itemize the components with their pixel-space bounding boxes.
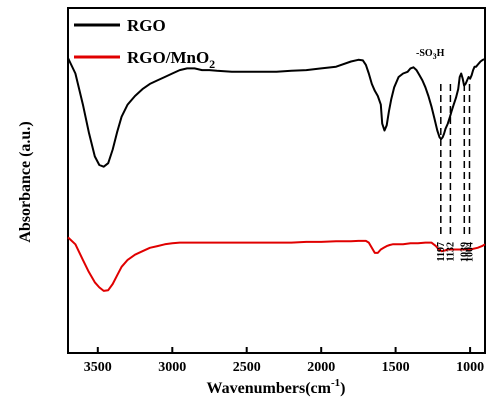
x-tick-label-1000: 1000 — [456, 360, 484, 375]
so3h-annotation: -SO3H — [416, 48, 445, 61]
x-tick-label-3000: 3000 — [158, 360, 186, 375]
series-layer — [67, 57, 486, 292]
x-tick-label-3500: 3500 — [84, 360, 112, 375]
legend-label-rgo: RGO — [127, 16, 166, 35]
peak-label-1197: 1197 — [436, 242, 447, 261]
series-line-rgo-mno2 — [67, 236, 486, 292]
y-axis-title: Absorbance (a.u.) — [17, 121, 34, 242]
x-ticks: 3500 3000 2500 2000 1500 1000 — [84, 347, 484, 375]
legend-label-rgo-mno2: RGO/MnO2 — [127, 48, 215, 71]
peak-label-1132: 1132 — [445, 242, 456, 261]
x-tick-label-1500: 1500 — [382, 360, 410, 375]
x-tick-label-2500: 2500 — [233, 360, 261, 375]
series-line-rgo — [67, 57, 486, 168]
x-tick-label-2000: 2000 — [307, 360, 335, 375]
legend: RGO RGO/MnO2 — [74, 16, 215, 71]
plot-frame — [67, 7, 486, 354]
peak-label-1039: 1039 — [459, 242, 470, 262]
x-axis-title: Wavenumbers(cm-1) — [207, 377, 346, 397]
peak-label-1004: 1004 — [465, 242, 476, 262]
